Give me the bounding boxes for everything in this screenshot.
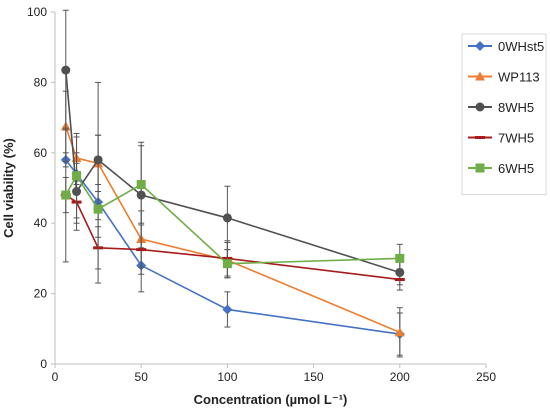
y-tick-label: 0 bbox=[40, 357, 47, 371]
data-point bbox=[222, 259, 232, 269]
x-tick-label: 250 bbox=[476, 370, 496, 384]
legend-label: 8WH5 bbox=[498, 100, 534, 115]
legend-label: 7WH5 bbox=[498, 131, 534, 146]
series-line bbox=[64, 70, 401, 274]
x-tick-label: 150 bbox=[304, 370, 324, 384]
y-tick-label: 100 bbox=[27, 5, 47, 19]
series-6WH5 bbox=[61, 127, 405, 284]
data-point bbox=[61, 190, 71, 200]
legend-item: 6WH5 bbox=[468, 161, 534, 176]
x-tick-label: 50 bbox=[135, 370, 149, 384]
legend-item: 0WHst5 bbox=[468, 39, 544, 54]
series-line bbox=[65, 159, 400, 335]
plot-area bbox=[60, 9, 405, 358]
data-point bbox=[61, 65, 71, 75]
x-tick-label: 100 bbox=[217, 370, 237, 384]
y-tick-label: 40 bbox=[34, 216, 48, 230]
legend-item: 7WH5 bbox=[468, 131, 534, 146]
tick-labels: 0 50 100 150 200 250 0 20 40 60 80 100 bbox=[27, 5, 496, 384]
x-axis-title: Concentration (µmol L⁻¹) bbox=[194, 392, 348, 407]
series-0WHst5 bbox=[60, 152, 405, 356]
y-tick-label: 80 bbox=[34, 75, 48, 89]
legend: 0WHst5 WP113 8WH5 7WH5 6WH5 bbox=[461, 33, 547, 195]
legend-marker bbox=[475, 163, 485, 173]
series-7WH5 bbox=[60, 176, 405, 291]
legend-marker bbox=[475, 71, 485, 81]
chart-axes bbox=[51, 11, 487, 368]
data-point bbox=[93, 204, 103, 214]
legend-label: 6WH5 bbox=[498, 161, 534, 176]
y-tick-label: 20 bbox=[34, 287, 48, 301]
x-tick-label: 200 bbox=[390, 370, 410, 384]
legend-label: WP113 bbox=[498, 70, 540, 85]
data-point bbox=[394, 327, 405, 337]
legend-marker bbox=[475, 41, 485, 51]
series-8WH5 bbox=[61, 9, 405, 286]
data-point bbox=[222, 213, 232, 223]
legend-item: 8WH5 bbox=[468, 100, 534, 115]
legend-marker bbox=[475, 102, 485, 112]
y-axis-title: Cell viability (%) bbox=[1, 138, 16, 238]
y-tick-label: 60 bbox=[34, 146, 48, 160]
data-point bbox=[222, 304, 233, 315]
series-line bbox=[65, 194, 400, 281]
data-point bbox=[72, 171, 82, 181]
data-point bbox=[136, 179, 146, 189]
x-tick-label: 0 bbox=[52, 370, 59, 384]
legend-item: WP113 bbox=[468, 70, 540, 85]
legend-label: 0WHst5 bbox=[498, 39, 544, 54]
data-point bbox=[395, 253, 405, 263]
